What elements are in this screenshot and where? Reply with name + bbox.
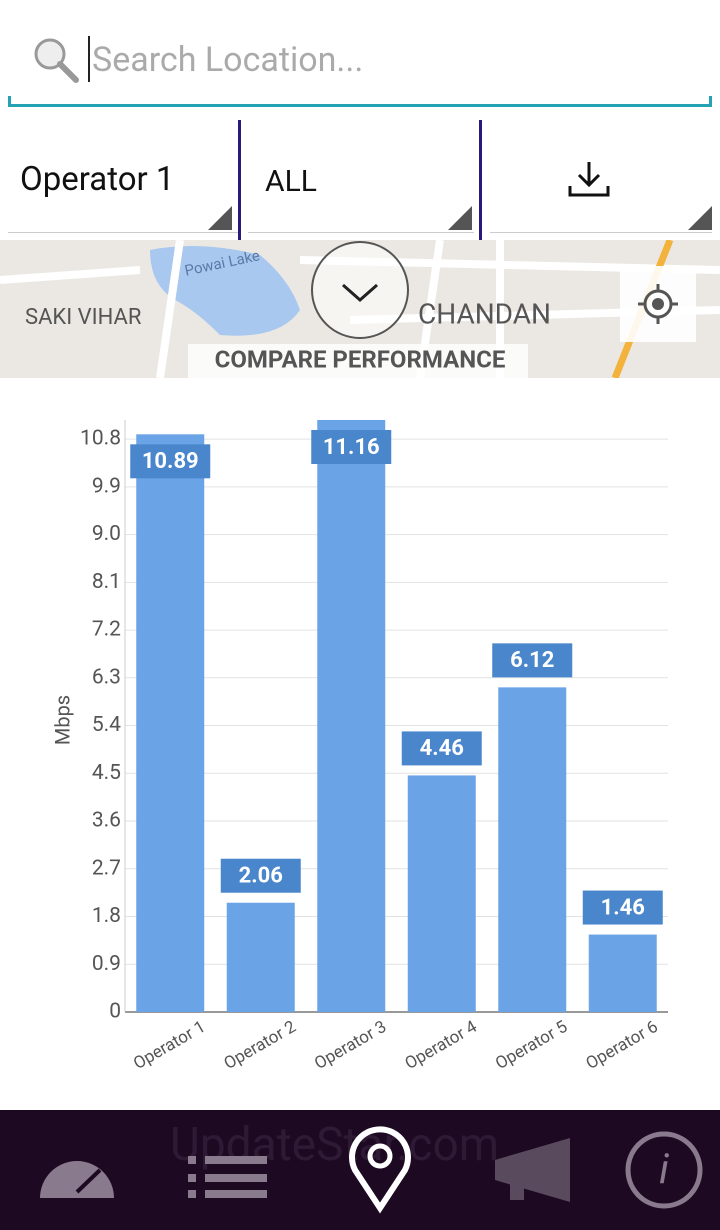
dropdown-arrow <box>208 206 232 230</box>
speed-icon[interactable] <box>40 1161 114 1198</box>
cursor <box>88 36 90 82</box>
y-tick-label: 10.8 <box>80 427 121 451</box>
x-tick-label: Operator 2 <box>221 1017 300 1074</box>
data-label-box <box>582 890 663 925</box>
y-tick-label: 0 <box>109 1000 121 1024</box>
data-label-box <box>311 430 392 464</box>
dropdown-text: ALL <box>265 164 317 199</box>
megaphone-icon[interactable] <box>495 1138 570 1202</box>
search-placeholder: Search Location... <box>92 40 364 80</box>
underline-tick <box>709 96 712 107</box>
x-tick-label: Operator 6 <box>583 1017 662 1074</box>
dropdown-arrow <box>688 206 712 230</box>
data-label-box <box>130 444 211 479</box>
bar <box>226 902 295 1012</box>
divider <box>238 120 241 240</box>
list-icon[interactable] <box>188 1156 267 1198</box>
y-tick-label: 5.4 <box>92 713 121 737</box>
y-tick-label: 9.0 <box>92 522 121 546</box>
download-dropdown[interactable] <box>490 120 712 233</box>
bottom-nav: UpdateStar.com i <box>0 1110 720 1230</box>
data-label: 11.16 <box>323 435 380 460</box>
bar <box>317 420 386 1012</box>
info-icon[interactable]: i <box>625 1131 703 1209</box>
search-underline <box>8 104 712 107</box>
map-icon[interactable] <box>349 1126 411 1214</box>
map-label: SAKI VIHAR <box>25 305 142 330</box>
map[interactable]: Powai Lake SAKI VIHAR CHANDAN COMPARE PE… <box>0 240 720 378</box>
y-tick-label: 3.6 <box>92 809 121 833</box>
divider <box>479 120 482 240</box>
bar <box>588 934 657 1012</box>
search-icon <box>34 38 79 83</box>
y-tick-label: 4.5 <box>92 761 121 785</box>
x-tick-label: Operator 1 <box>130 1017 209 1074</box>
bar <box>136 434 205 1012</box>
data-label: 4.46 <box>420 736 464 761</box>
dropdown-text: Operator 1 <box>20 160 175 199</box>
x-tick-label: Operator 4 <box>402 1017 481 1074</box>
x-tick-label: Operator 5 <box>492 1017 571 1074</box>
data-label-box <box>492 643 573 678</box>
y-tick-label: 9.9 <box>92 474 121 498</box>
data-label: 10.89 <box>142 449 199 474</box>
y-tick-label: 8.1 <box>92 570 121 594</box>
nav-icons: i <box>40 1126 703 1214</box>
search-bar[interactable]: Search Location... <box>0 0 720 118</box>
data-label: 2.06 <box>239 864 283 889</box>
network-dropdown[interactable]: ALL <box>248 120 474 233</box>
y-tick-label: 0.9 <box>92 952 121 976</box>
data-label-box <box>401 731 482 766</box>
bar <box>407 775 476 1012</box>
svg-text:i: i <box>659 1145 669 1194</box>
y-axis-label: Mbps <box>50 695 74 745</box>
data-label: 6.12 <box>510 648 554 673</box>
map-label: CHANDAN <box>418 297 551 330</box>
data-label-box <box>220 858 301 893</box>
filter-row: Operator 1 ALL <box>0 120 720 240</box>
download-icon <box>568 162 610 197</box>
operator-dropdown[interactable]: Operator 1 <box>8 120 238 233</box>
dropdown-arrow <box>448 206 472 230</box>
chart: Mbps 0 0.9 1.8 2.7 3.6 4.5 5.4 6.3 7.2 8.1 9.0 9.9 1… <box>50 420 668 1074</box>
y-tick-label: 1.8 <box>92 904 121 928</box>
data-label: 1.46 <box>601 895 645 920</box>
y-tick-label: 6.3 <box>92 665 121 689</box>
compare-title: COMPARE PERFORMANCE <box>215 345 506 373</box>
x-tick-label: Operator 3 <box>311 1017 390 1074</box>
y-tick-label: 7.2 <box>92 618 121 642</box>
bar <box>498 687 567 1012</box>
underline-tick <box>8 96 11 107</box>
y-tick-label: 2.7 <box>92 856 121 880</box>
